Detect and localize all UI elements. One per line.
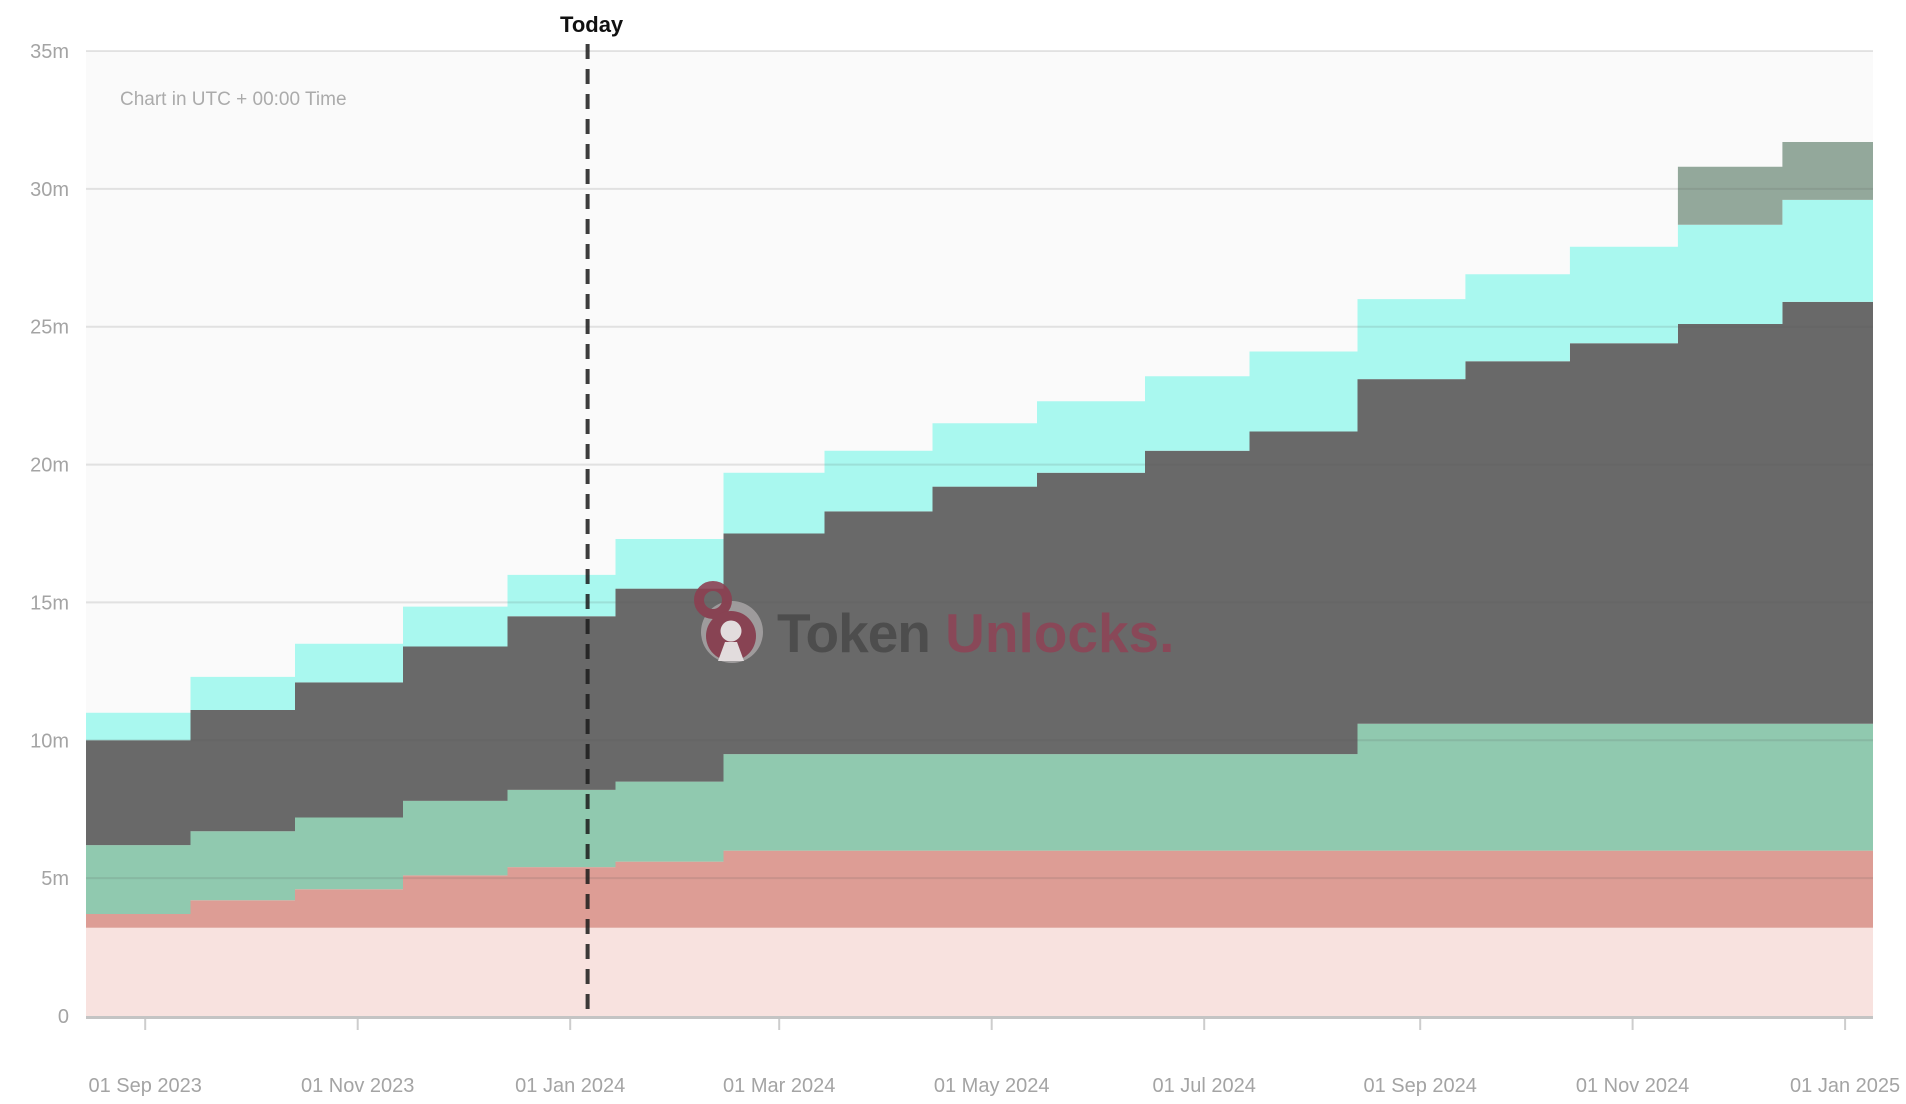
area-series-pink [86, 927, 1873, 1016]
y-axis-label: 5m [41, 868, 69, 890]
today-marker: Today [560, 12, 624, 1016]
padlock-icon [694, 581, 763, 663]
y-axis-label: 10m [30, 730, 69, 752]
area-series-green [86, 723, 1873, 914]
y-axis-label: 15m [30, 592, 69, 614]
area-series-cyan [86, 199, 1873, 741]
area-series-sage [86, 142, 1873, 713]
y-axis-label: 20m [30, 455, 69, 477]
x-axis-label: 01 Jan 2024 [515, 1075, 625, 1097]
x-axis-label: 01 Jul 2024 [1152, 1075, 1255, 1097]
x-axis-label: 01 Sep 2023 [88, 1075, 201, 1097]
x-axis-label: 01 Nov 2024 [1576, 1075, 1689, 1097]
y-axis-label: 30m [30, 179, 69, 201]
y-axis-label: 35m [30, 41, 69, 63]
watermark-brand-token: Token [777, 602, 930, 664]
watermark-brand: Token Unlocks. [777, 602, 1174, 664]
x-axis-label: 01 Mar 2024 [723, 1075, 835, 1097]
x-axis-label: 01 May 2024 [934, 1075, 1050, 1097]
watermark-brand-unlocks: Unlocks. [945, 602, 1174, 664]
y-axis-label: 25m [30, 317, 69, 339]
y-axis-label: 0 [58, 1006, 69, 1028]
area-series-gray [86, 301, 1873, 846]
tokenunlocks-watermark: Token Unlocks. [694, 581, 1174, 664]
x-axis-label: 01 Sep 2024 [1363, 1075, 1476, 1097]
utc-timezone-note: Chart in UTC + 00:00 Time [120, 89, 347, 110]
today-label: Today [560, 12, 624, 37]
area-series-salmon [86, 850, 1873, 928]
x-axis-label: 01 Nov 2023 [301, 1075, 414, 1097]
x-axis-label: 01 Jan 2025 [1790, 1075, 1900, 1097]
